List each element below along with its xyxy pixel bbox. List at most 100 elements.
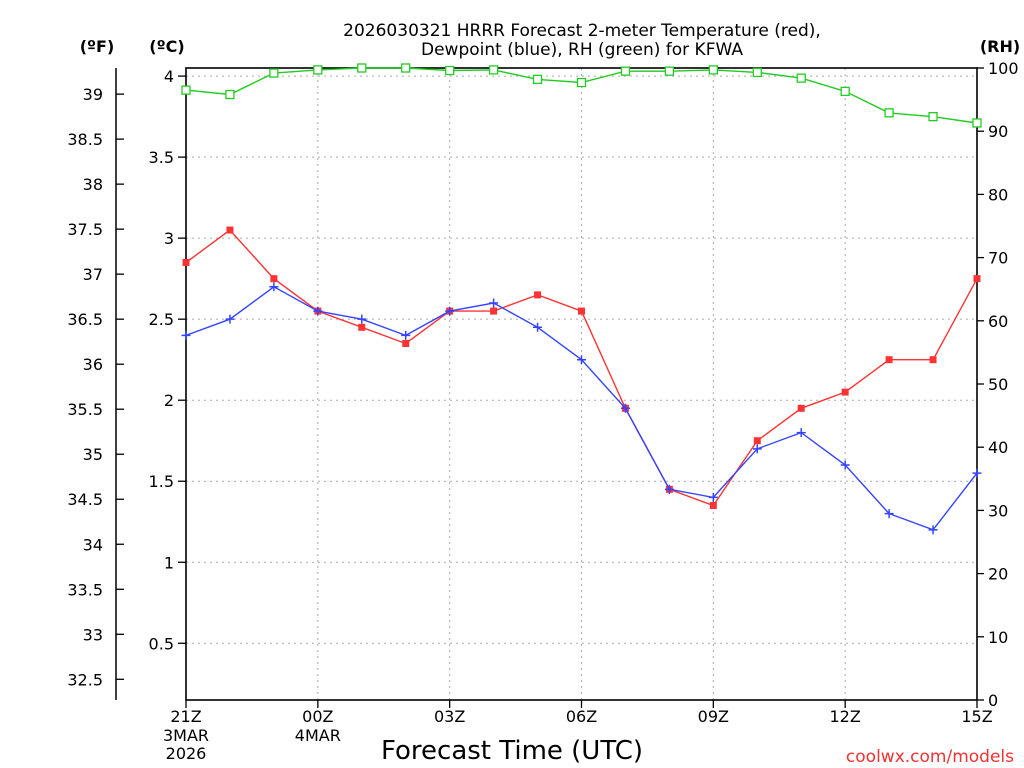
fahrenheit-tick-label: 37.5	[67, 220, 103, 239]
x-tick-label: 12Z	[830, 707, 861, 726]
x-axis-title: Forecast Time (UTC)	[381, 736, 643, 766]
dewpoint-point-13	[752, 444, 762, 454]
fahrenheit-tick-label: 35.5	[67, 400, 103, 419]
fahrenheit-tick-label: 37	[83, 265, 103, 284]
temperature-point-18	[973, 275, 981, 283]
rh-point-0	[181, 85, 191, 95]
fahrenheit-tick-label: 39	[83, 85, 103, 104]
rh-point-12	[708, 65, 718, 75]
x-tick-label: 06Z	[566, 707, 597, 726]
celsius-tick-label: 4	[164, 67, 174, 86]
rh-point-6	[445, 65, 455, 76]
temperature-point-8	[534, 291, 542, 299]
dewpoint-point-18	[972, 468, 982, 478]
dewpoint-point-12	[708, 492, 718, 502]
temperature-point-7	[490, 307, 498, 315]
rh-point-16	[884, 108, 894, 118]
rh-point-15	[840, 86, 850, 97]
dewpoint-point-7	[489, 298, 499, 308]
x-tick-sublabel-date: 3MAR	[163, 726, 209, 745]
temperature-point-17	[929, 356, 937, 364]
watermark: coolwx.com/models	[846, 747, 1014, 767]
dewpoint-point-15	[840, 460, 850, 470]
fahrenheit-tick-label: 36.5	[67, 310, 103, 329]
rh-tick-label: 100	[988, 59, 1019, 78]
celsius-unit-label: (ºC)	[149, 37, 184, 56]
dewpoint-line	[185, 285, 978, 531]
x-tick-label: 15Z	[961, 707, 992, 726]
celsius-tick-label: 3	[164, 229, 174, 248]
dewpoint-point-14	[796, 428, 806, 438]
rh-tick-label: 20	[988, 565, 1008, 584]
axes-layer: 0.511.522.533.5432.53333.53434.53535.536…	[67, 59, 1018, 763]
dewpoint-point-0	[181, 330, 191, 340]
rh-tick-label: 90	[988, 122, 1008, 141]
rh-point-5	[401, 63, 411, 73]
dewpoint-point-9	[577, 355, 586, 365]
rh-point-14	[796, 73, 806, 83]
temperature-point-13	[753, 437, 761, 445]
dewpoint-point-16	[884, 509, 894, 519]
temperature-point-1	[226, 226, 234, 234]
x-tick-sublabel-year: 2026	[166, 744, 207, 763]
celsius-tick-label: 1.5	[149, 472, 174, 491]
rh-tick-label: 0	[988, 691, 998, 710]
x-tick-sublabel-date: 4MAR	[295, 726, 341, 745]
rh-point-10	[620, 66, 631, 76]
fahrenheit-tick-label: 32.5	[67, 670, 103, 689]
rh-point-7	[488, 65, 499, 75]
rh-tick-label: 40	[988, 438, 1008, 457]
rh-unit-label: (RH)	[980, 37, 1020, 56]
rh-point-4	[357, 63, 367, 73]
dewpoint-point-17	[928, 525, 938, 535]
temperature-point-16	[885, 356, 893, 364]
celsius-tick-label: 3.5	[149, 148, 174, 167]
rh-point-11	[664, 66, 675, 76]
celsius-tick-label: 2	[164, 391, 174, 410]
chart-title-line2: Dewpoint (blue), RH (green) for KFWA	[421, 40, 743, 60]
dewpoint-point-1	[225, 314, 235, 324]
temperature-point-5	[402, 339, 410, 347]
fahrenheit-tick-label: 34.5	[67, 490, 103, 509]
dewpoint-point-6	[445, 306, 455, 316]
dewpoint-point-10	[620, 403, 630, 413]
rh-tick-label: 10	[988, 628, 1008, 647]
fahrenheit-tick-label: 38	[83, 175, 103, 194]
rh-tick-label: 30	[988, 501, 1008, 520]
rh-tick-label: 60	[988, 312, 1008, 331]
rh-point-3	[313, 65, 323, 75]
plot-frame	[185, 67, 978, 701]
rh-point-2	[269, 68, 279, 78]
x-tick-label: 00Z	[302, 707, 333, 726]
chart-title-line1: 2026030321 HRRR Forecast 2-meter Tempera…	[343, 21, 821, 41]
dewpoint-point-11	[664, 484, 674, 494]
fahrenheit-tick-label: 34	[83, 535, 103, 554]
celsius-tick-label: 1	[164, 553, 174, 572]
dewpoint-point-4	[357, 314, 367, 324]
fahrenheit-tick-label: 38.5	[67, 130, 103, 149]
temperature-point-14	[797, 404, 805, 412]
celsius-tick-label: 2.5	[149, 310, 174, 329]
fahrenheit-tick-label: 33	[83, 625, 103, 644]
rh-tick-label: 50	[988, 375, 1008, 394]
temperature-point-2	[270, 275, 278, 283]
x-tick-label: 03Z	[434, 707, 465, 726]
series-layer	[181, 63, 982, 535]
fahrenheit-tick-label: 35	[83, 445, 103, 464]
rh-point-1	[225, 89, 235, 100]
rh-tick-label: 70	[988, 249, 1008, 268]
fahrenheit-unit-label: (ºF)	[80, 37, 115, 56]
rh-point-18	[972, 118, 982, 128]
temperature-point-15	[841, 388, 849, 396]
temperature-point-0	[182, 258, 190, 266]
fahrenheit-tick-label: 36	[83, 355, 103, 374]
x-tick-label: 21Z	[170, 707, 201, 726]
fahrenheit-tick-label: 33.5	[67, 580, 103, 599]
rh-point-13	[752, 67, 762, 78]
rh-point-17	[928, 112, 938, 122]
temperature-point-12	[709, 502, 717, 510]
temperature-point-4	[358, 323, 366, 331]
dewpoint-point-2	[269, 282, 279, 292]
